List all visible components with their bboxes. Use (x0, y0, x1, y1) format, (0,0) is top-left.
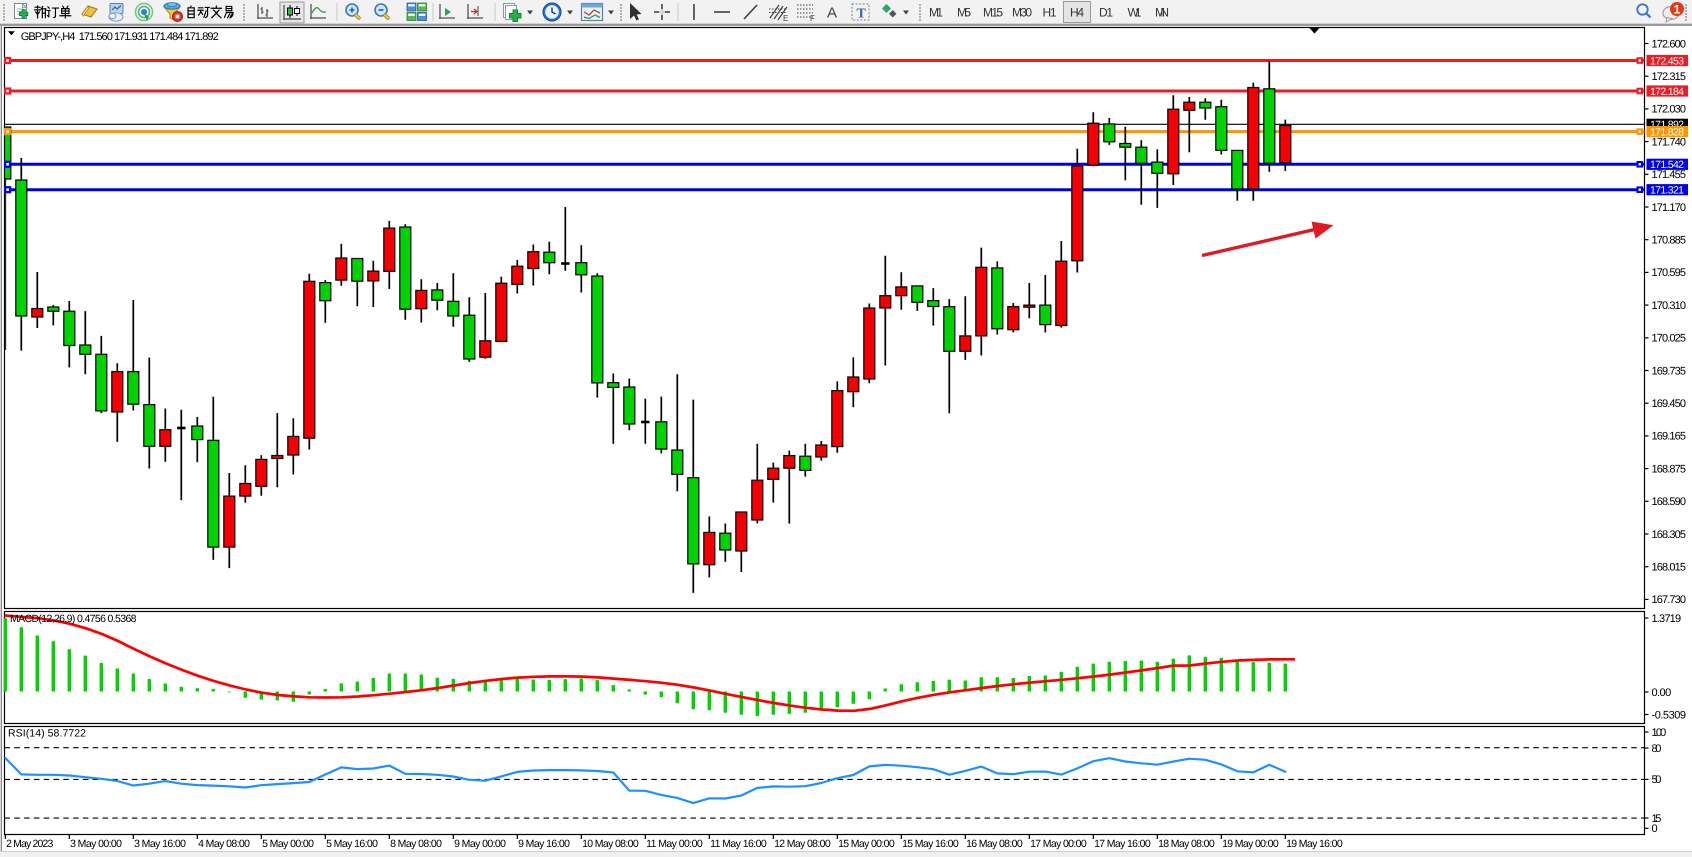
svg-text:169.450: 169.450 (1652, 398, 1687, 410)
svg-text:80: 80 (1652, 743, 1662, 755)
svg-text:5 May 00:00: 5 May 00:00 (262, 838, 314, 850)
svg-text:170.025: 170.025 (1652, 333, 1687, 345)
svg-text:5 May 16:00: 5 May 16:00 (326, 838, 378, 850)
svg-text:19 May 00:00: 19 May 00:00 (1222, 838, 1279, 850)
svg-text:4 May 08:00: 4 May 08:00 (198, 838, 250, 850)
svg-text:170.310: 170.310 (1652, 300, 1687, 312)
svg-text:170.885: 170.885 (1652, 235, 1687, 247)
svg-text:W1: W1 (1128, 6, 1142, 20)
svg-text:18 May 08:00: 18 May 08:00 (1158, 838, 1215, 850)
svg-text:T: T (857, 7, 867, 22)
svg-text:MN: MN (1155, 6, 1169, 20)
svg-text:168.875: 168.875 (1652, 463, 1687, 475)
svg-text:F: F (810, 14, 815, 23)
svg-text:8 May 08:00: 8 May 08:00 (390, 838, 442, 850)
svg-text:3 May 00:00: 3 May 00:00 (70, 838, 122, 850)
svg-text:169.165: 169.165 (1652, 431, 1687, 443)
svg-text:172.184: 172.184 (1650, 86, 1684, 98)
svg-text:0: 0 (1652, 823, 1658, 835)
svg-text:17 May 16:00: 17 May 16:00 (1094, 838, 1151, 850)
svg-text:168.015: 168.015 (1652, 562, 1687, 574)
svg-text:171.828: 171.828 (1650, 127, 1684, 139)
svg-text:-0.5309: -0.5309 (1652, 709, 1687, 721)
svg-text:50: 50 (1652, 774, 1662, 786)
svg-text:16 May 08:00: 16 May 08:00 (966, 838, 1023, 850)
svg-text:M1: M1 (929, 6, 943, 20)
svg-text:MACD(12,26,9) 0.4756 0.5368: MACD(12,26,9) 0.4756 0.5368 (10, 613, 137, 625)
svg-text:9 May 16:00: 9 May 16:00 (518, 838, 570, 850)
svg-text:10 May 08:00: 10 May 08:00 (582, 838, 639, 850)
svg-text:167.730: 167.730 (1652, 594, 1687, 606)
svg-text:12 May 08:00: 12 May 08:00 (774, 838, 831, 850)
svg-text:A: A (827, 5, 837, 22)
svg-text:RSI(14) 58.7722: RSI(14) 58.7722 (8, 728, 86, 740)
svg-text:2 May 2023: 2 May 2023 (6, 838, 53, 850)
svg-text:168.305: 168.305 (1652, 529, 1687, 541)
svg-text:17 May 00:00: 17 May 00:00 (1030, 838, 1087, 850)
svg-text:15 May 16:00: 15 May 16:00 (902, 838, 959, 850)
svg-text:171.170: 171.170 (1652, 202, 1687, 214)
svg-text:168.590: 168.590 (1652, 496, 1687, 508)
svg-text:172.453: 172.453 (1650, 55, 1684, 67)
svg-text:D1: D1 (1099, 6, 1113, 20)
svg-text:H1: H1 (1043, 6, 1057, 20)
svg-text:9 May 00:00: 9 May 00:00 (454, 838, 506, 850)
svg-text:H4: H4 (1070, 6, 1084, 20)
svg-text:M15: M15 (983, 6, 1003, 20)
svg-text:15 May 00:00: 15 May 00:00 (838, 838, 895, 850)
svg-text:GBPJPY-,H4 171.560 171.931 17: GBPJPY-,H4 171.560 171.931 171.484 171.8… (21, 31, 219, 43)
svg-text:171.455: 171.455 (1652, 169, 1687, 181)
svg-text:170.595: 170.595 (1652, 267, 1687, 279)
svg-text:172.600: 172.600 (1652, 38, 1687, 50)
svg-text:172.030: 172.030 (1652, 104, 1687, 116)
svg-text:0.00: 0.00 (1652, 687, 1672, 699)
svg-text:E: E (783, 14, 788, 23)
svg-text:171.542: 171.542 (1650, 159, 1684, 171)
svg-text:171.740: 171.740 (1652, 136, 1687, 148)
svg-text:11 May 00:00: 11 May 00:00 (646, 838, 703, 850)
svg-text:19 May 16:00: 19 May 16:00 (1286, 838, 1343, 850)
svg-text:171.321: 171.321 (1650, 185, 1684, 197)
svg-text:15: 15 (1652, 813, 1662, 825)
svg-text:3 May 16:00: 3 May 16:00 (134, 838, 186, 850)
svg-text:1: 1 (1674, 2, 1681, 16)
svg-text:11 May 16:00: 11 May 16:00 (710, 838, 767, 850)
svg-text:100: 100 (1652, 727, 1667, 739)
svg-text:M30: M30 (1012, 6, 1032, 20)
svg-text:169.735: 169.735 (1652, 365, 1687, 377)
svg-text:M5: M5 (957, 6, 971, 20)
svg-text:1.3719: 1.3719 (1652, 613, 1682, 625)
svg-text:172.315: 172.315 (1652, 71, 1687, 83)
